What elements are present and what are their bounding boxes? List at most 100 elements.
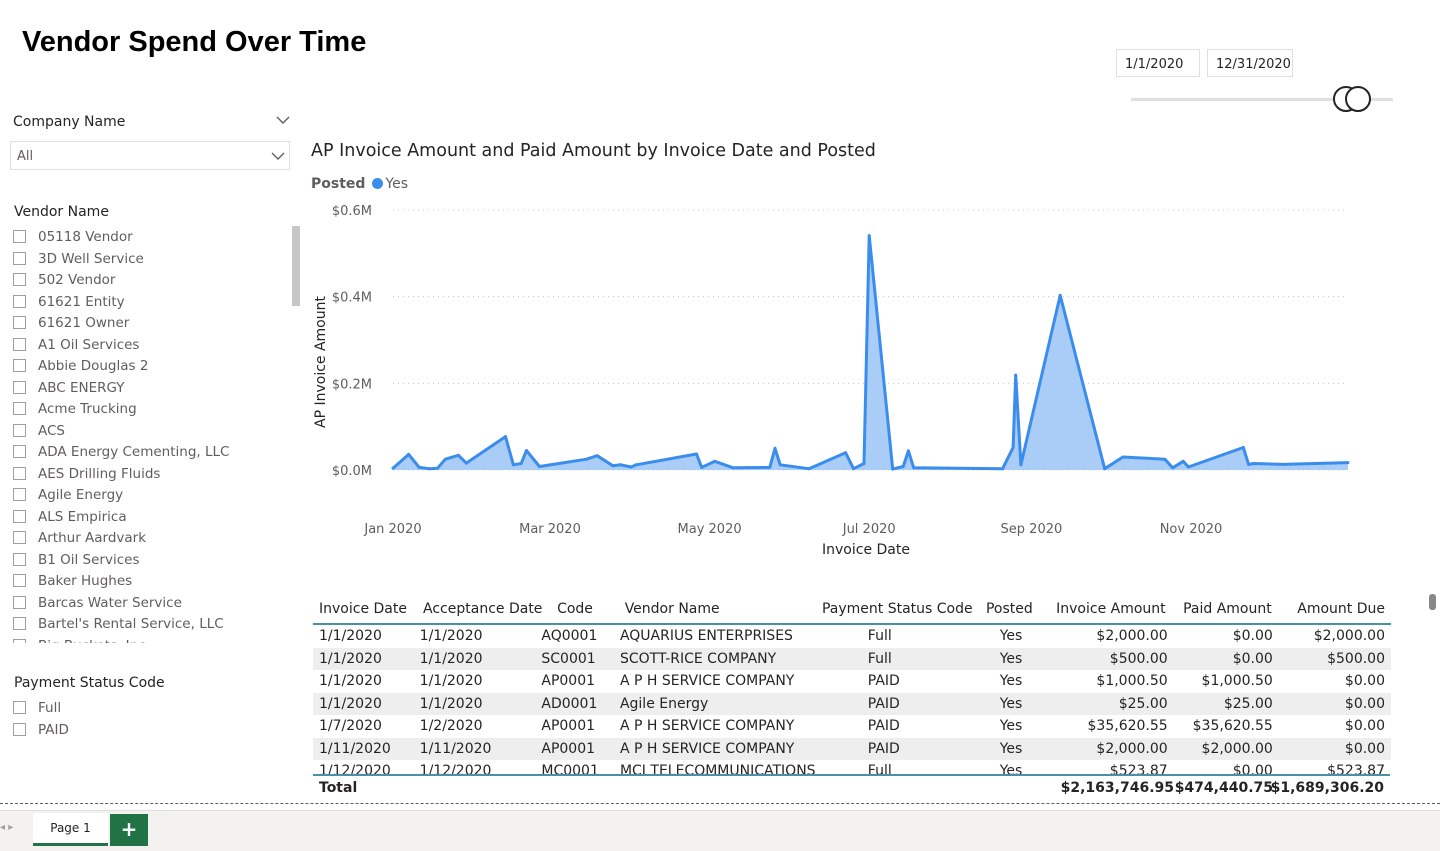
- column-header[interactable]: Payment Status Code: [815, 595, 980, 625]
- vendor-option[interactable]: Bartel's Rental Service, LLC: [12, 614, 292, 636]
- data-point: [504, 435, 507, 439]
- vendor-option[interactable]: 61621 Owner: [12, 313, 292, 335]
- checkbox-label: 61621 Owner: [38, 315, 130, 331]
- column-header[interactable]: Invoice Date: [313, 595, 418, 625]
- checkbox-icon[interactable]: [13, 531, 26, 544]
- end-date-input[interactable]: 12/31/2020: [1207, 49, 1293, 77]
- data-point: [906, 449, 910, 453]
- checkbox-icon[interactable]: [13, 273, 26, 286]
- checkbox-icon[interactable]: [13, 380, 26, 394]
- checkbox-icon[interactable]: [13, 230, 26, 243]
- nav-arrow-icon[interactable]: ◂ ▸: [0, 822, 14, 833]
- vendor-option[interactable]: ADA Energy Cementing, LLC: [12, 442, 292, 464]
- page-title: Vendor Spend Over Time: [22, 26, 367, 58]
- vendor-option[interactable]: ALS Empirica: [12, 507, 292, 529]
- vendor-list-scrollbar[interactable]: [292, 226, 300, 306]
- vendor-option[interactable]: 502 Vendor: [12, 270, 292, 292]
- column-header[interactable]: Vendor Name: [618, 595, 816, 625]
- checkbox-icon[interactable]: [13, 466, 26, 480]
- table-cell: Yes: [999, 718, 1023, 735]
- table-cell: 1/1/2020: [413, 647, 536, 670]
- column-header[interactable]: Acceptance Date: [417, 595, 552, 625]
- checkbox-icon[interactable]: [13, 617, 26, 630]
- column-header[interactable]: Amount Due: [1277, 595, 1391, 625]
- checkbox-icon[interactable]: [13, 552, 26, 566]
- table-row[interactable]: 1/12/2020 1/12/2020 MC0001 MCI TELECOMMUNIC…: [313, 760, 1391, 775]
- table-row[interactable]: 1/1/2020 1/1/2020 AP0001 A P H SERVICE COMP…: [313, 670, 1391, 693]
- table-body-viewport[interactable]: 1/1/2020 1/1/2020 AQ0001 AQUARIUS ENTERPRIS…: [313, 625, 1393, 775]
- vendor-option[interactable]: Abbie Douglas 2: [12, 356, 292, 378]
- column-header[interactable]: Code: [551, 595, 619, 625]
- date-slider-end-handle[interactable]: [1345, 86, 1371, 112]
- checkbox-icon[interactable]: [13, 402, 26, 415]
- vendor-option[interactable]: Acme Trucking: [12, 399, 292, 421]
- data-point: [1011, 446, 1015, 449]
- checkbox-label: AES Drilling Fluids: [38, 465, 161, 482]
- checkbox-icon[interactable]: [13, 445, 26, 458]
- table-row[interactable]: 1/7/2020 1/2/2020 AP0001 A P H SERVICE COMP…: [313, 715, 1391, 738]
- column-header[interactable]: Invoice Amount: [1045, 595, 1172, 625]
- vendor-option[interactable]: A1 Oil Services: [12, 335, 292, 357]
- legend-item-yes[interactable]: Yes: [385, 176, 409, 192]
- checkbox-icon[interactable]: [13, 294, 26, 308]
- table-cell: $25.00: [1173, 692, 1279, 715]
- vendor-option[interactable]: ABC ENERGY: [12, 378, 292, 400]
- data-point: [1163, 457, 1167, 461]
- checkbox-icon[interactable]: [13, 359, 26, 372]
- column-header[interactable]: Paid Amount: [1171, 595, 1278, 625]
- table-row[interactable]: 1/11/2020 1/11/2020 AP0001 A P H SERVICE CO…: [313, 737, 1391, 760]
- data-point: [1181, 459, 1185, 463]
- checkbox-icon[interactable]: [13, 423, 26, 437]
- table-cell: AP0001: [535, 737, 614, 760]
- vendor-option[interactable]: Big Buckets, Inc.: [12, 636, 292, 643]
- data-point: [1241, 446, 1245, 449]
- checkbox-icon[interactable]: [13, 574, 26, 587]
- data-point: [1247, 462, 1251, 466]
- x-tick-label: Nov 2020: [1160, 522, 1223, 537]
- company-dropdown[interactable]: All: [10, 141, 290, 170]
- checkbox-label: 502 Vendor: [38, 272, 116, 288]
- table-body: 1/1/2020 1/1/2020 AQ0001 AQUARIUS ENTERPRIS…: [313, 625, 1391, 775]
- checkbox-icon[interactable]: [13, 701, 26, 714]
- table-row[interactable]: 1/1/2020 1/1/2020 SC0001 SCOTT-RICE COMPANY…: [313, 647, 1391, 670]
- vendor-option[interactable]: AES Drilling Fluids: [12, 464, 292, 486]
- checkbox-icon[interactable]: [13, 595, 26, 609]
- table-cell: $35,620.55: [1087, 718, 1168, 735]
- checkbox-label: Barcas Water Service: [38, 594, 182, 611]
- table-cell: $500.00: [1054, 647, 1174, 670]
- table-row[interactable]: 1/1/2020 1/1/2020 AD0001 Agile Energy PAID Ye…: [313, 692, 1391, 715]
- checkbox-icon[interactable]: [13, 509, 26, 523]
- checkbox-icon[interactable]: [13, 488, 26, 501]
- data-point: [731, 466, 735, 470]
- vendor-option[interactable]: Baker Hughes: [12, 571, 292, 593]
- vendor-option[interactable]: Barcas Water Service: [12, 593, 292, 615]
- start-date-input[interactable]: 1/1/2020: [1116, 49, 1200, 77]
- payment-status-option[interactable]: Full: [12, 698, 292, 720]
- vendor-option[interactable]: Arthur Aardvark: [12, 528, 292, 550]
- vendor-option[interactable]: B1 Oil Services: [12, 550, 292, 572]
- vendor-option[interactable]: 61621 Entity: [12, 292, 292, 314]
- data-point: [852, 467, 855, 471]
- vendor-option[interactable]: ACS: [12, 421, 292, 443]
- table-scrollbar[interactable]: [1429, 594, 1436, 610]
- column-header[interactable]: Posted: [979, 595, 1046, 625]
- vendor-option[interactable]: 05118 Vendor: [12, 227, 292, 249]
- checkbox-icon[interactable]: [13, 722, 26, 736]
- vendor-option[interactable]: 3D Well Service: [12, 249, 292, 271]
- tab-page-1[interactable]: Page 1: [33, 813, 108, 846]
- checkbox-icon[interactable]: [13, 337, 26, 351]
- checkbox-icon[interactable]: [13, 316, 26, 329]
- payment-status-option[interactable]: PAID: [12, 720, 292, 742]
- vendor-option[interactable]: Agile Energy: [12, 485, 292, 507]
- date-slider-track[interactable]: [1131, 98, 1393, 101]
- company-slicer-title: Company Name: [13, 114, 126, 130]
- table-cell: PAID: [861, 737, 994, 760]
- table-cell: PAID: [867, 673, 900, 690]
- table-row[interactable]: 1/1/2020 1/1/2020 AQ0001 AQUARIUS ENTERPRIS…: [313, 625, 1391, 648]
- plus-icon[interactable]: +: [110, 814, 148, 846]
- table-cell: 1/1/2020: [419, 628, 483, 645]
- checkbox-icon[interactable]: [13, 251, 26, 265]
- checkbox-icon[interactable]: [13, 638, 26, 643]
- chart-title: AP Invoice Amount and Paid Amount by Inv…: [311, 141, 876, 161]
- chevron-down-icon[interactable]: [276, 113, 290, 127]
